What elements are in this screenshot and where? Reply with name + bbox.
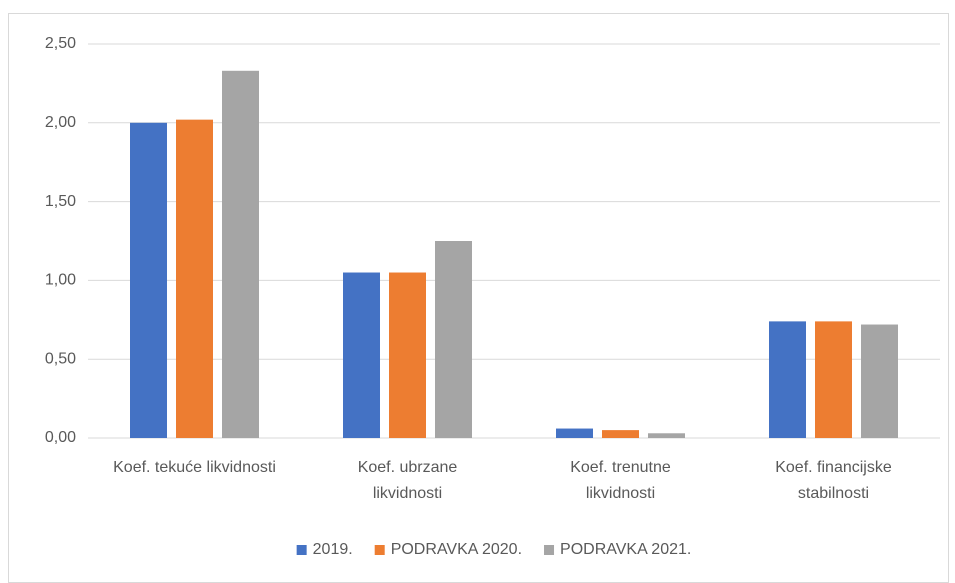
- bar: [222, 70, 259, 439]
- y-tick-label: 2,00: [45, 114, 76, 131]
- y-tick-label: 0,50: [45, 350, 76, 367]
- x-tick-label: Koef. tekuće likvidnosti: [113, 459, 276, 476]
- legend-swatch: [374, 545, 385, 555]
- legend-label: 2019.: [313, 541, 353, 558]
- legend-label: PODRAVKA 2020.: [391, 541, 522, 558]
- x-tick-label: Koef. ubrzane likvidnosti: [357, 459, 458, 502]
- bar: [769, 321, 806, 438]
- y-tick-label: 1,50: [45, 193, 76, 210]
- bar: [389, 272, 426, 438]
- y-tick-label: 2,50: [45, 35, 76, 52]
- legend-swatch: [544, 545, 555, 555]
- bar: [176, 119, 213, 438]
- bar: [343, 272, 380, 438]
- bar: [648, 433, 685, 438]
- bar: [435, 241, 472, 438]
- x-tick-label: Koef. financijske stabilnosti: [775, 459, 892, 502]
- x-tick-label: Koef. trenutne likvidnosti: [570, 459, 671, 502]
- bar: [815, 321, 852, 438]
- y-tick-label: 0,00: [45, 429, 76, 446]
- bar: [602, 430, 639, 438]
- bar: [861, 324, 898, 438]
- bar: [130, 122, 167, 439]
- legend-label: PODRAVKA 2021.: [560, 541, 691, 558]
- y-tick-label: 1,00: [45, 272, 76, 289]
- legend-swatch: [296, 545, 307, 555]
- bar: [556, 428, 593, 438]
